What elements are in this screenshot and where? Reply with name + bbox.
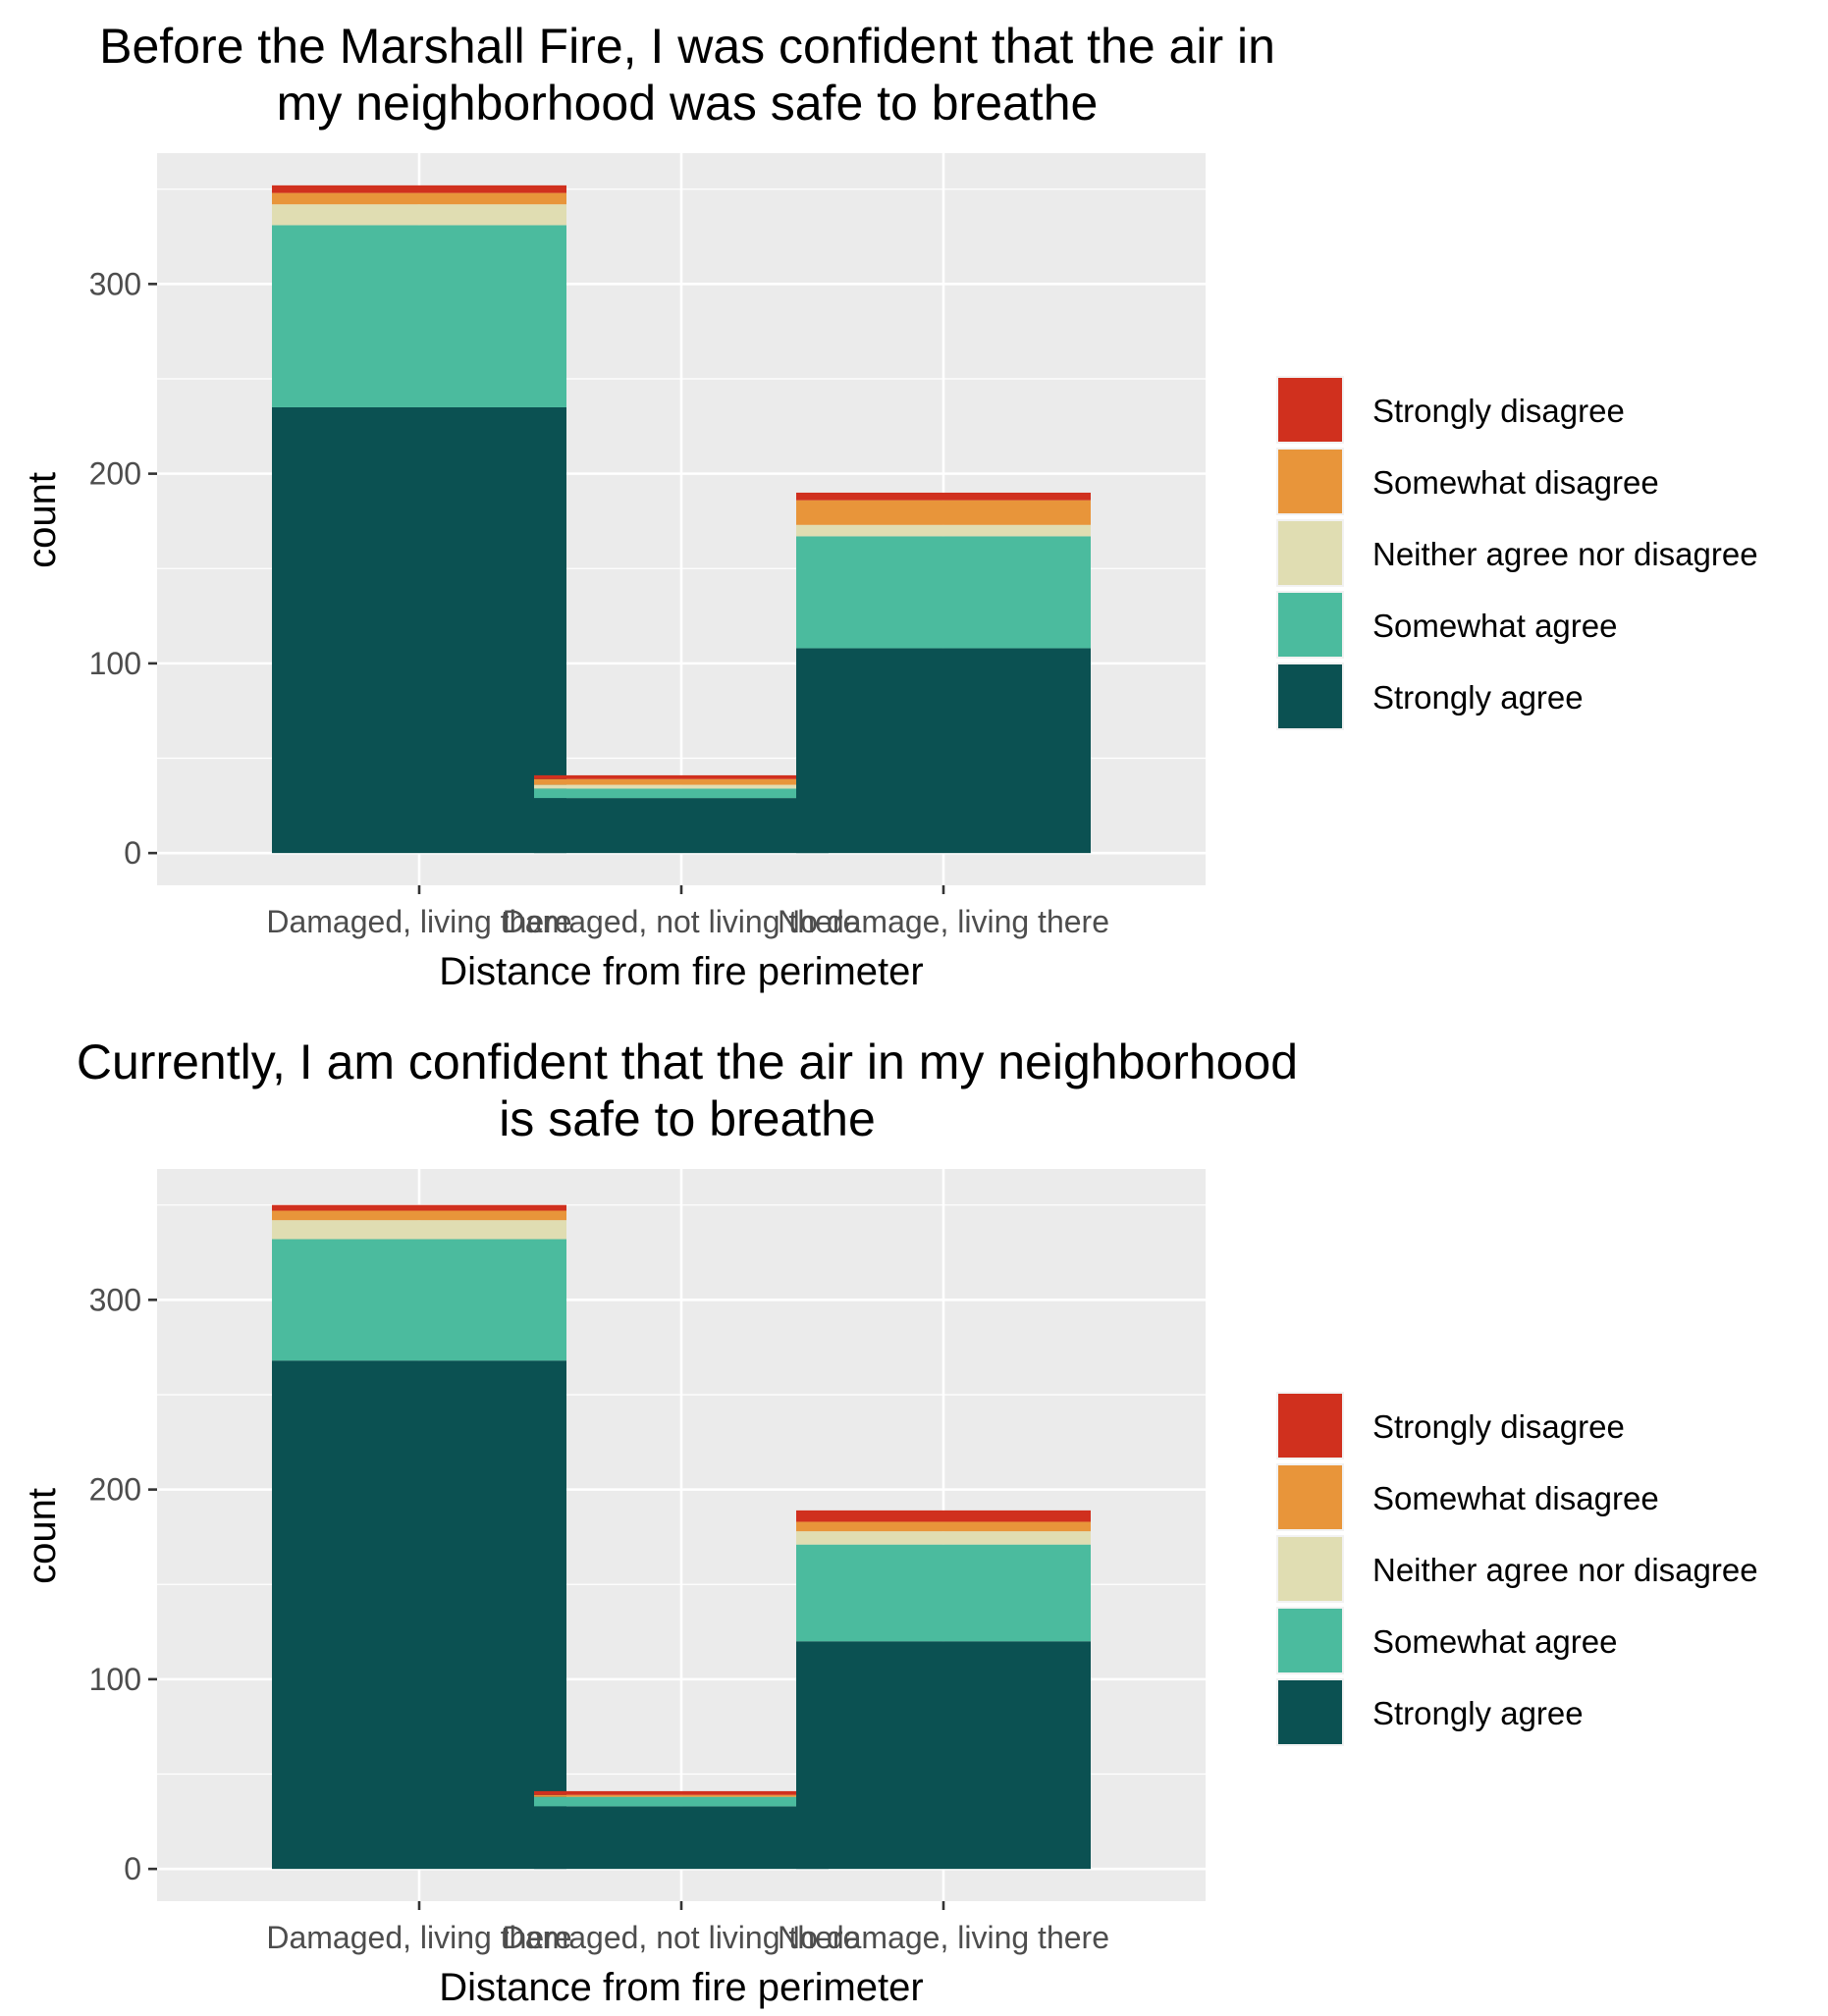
chart-title-line: Before the Marshall Fire, I was confiden… xyxy=(99,19,1275,74)
bar-segment xyxy=(534,1790,829,1795)
chart-title-line: my neighborhood was safe to breathe xyxy=(277,76,1099,131)
legend-label: Strongly disagree xyxy=(1372,393,1625,429)
bar-segment xyxy=(272,406,566,854)
bar-segment xyxy=(534,784,829,789)
legend-label: Somewhat disagree xyxy=(1372,1480,1659,1516)
bar-segment xyxy=(796,536,1091,649)
bar-segment xyxy=(534,1794,829,1797)
bar-segment xyxy=(272,1360,566,1870)
x-tick-label: Damaged, living there xyxy=(266,904,571,939)
y-tick-label: 0 xyxy=(124,1851,141,1886)
y-tick-label: 0 xyxy=(124,835,141,871)
legend-swatch xyxy=(1278,593,1342,657)
y-tick-label: 100 xyxy=(89,1662,141,1697)
bar-segment xyxy=(272,225,566,407)
chart-title: Before the Marshall Fire, I was confiden… xyxy=(99,19,1275,131)
bar-segment xyxy=(796,492,1091,501)
legend-swatch xyxy=(1278,521,1342,585)
bar-segment xyxy=(796,1544,1091,1642)
bar-segment xyxy=(796,524,1091,537)
y-tick-label: 100 xyxy=(89,646,141,681)
bar-segment xyxy=(272,1220,566,1240)
x-axis-title: Distance from fire perimeter xyxy=(439,950,923,993)
legend-swatch xyxy=(1278,1680,1342,1744)
chart-title-line: Currently, I am confident that the air i… xyxy=(77,1035,1298,1089)
x-axis-title: Distance from fire perimeter xyxy=(439,1966,923,2009)
bar-segment xyxy=(272,192,566,205)
x-tick-label: No damage, living there xyxy=(778,1920,1109,1955)
legend: Strongly disagree Somewhat disagree Neithe… xyxy=(1276,376,1758,730)
y-tick-label: 300 xyxy=(89,1282,141,1317)
bar-segment xyxy=(534,1806,829,1870)
x-tick-label: Damaged, living there xyxy=(266,1920,571,1955)
legend-swatch xyxy=(1278,1609,1342,1672)
chart-title: Currently, I am confident that the air i… xyxy=(77,1035,1298,1146)
bar-segment xyxy=(796,1641,1091,1870)
legend-label: Somewhat agree xyxy=(1372,608,1617,644)
legend-label: Strongly agree xyxy=(1372,1695,1584,1731)
legend-label: Strongly agree xyxy=(1372,679,1584,716)
bar-segment xyxy=(534,788,829,799)
bar-segment xyxy=(796,648,1091,854)
y-axis-title: count xyxy=(21,472,64,568)
bar-segment xyxy=(272,1239,566,1361)
bar-segment xyxy=(796,1521,1091,1532)
bar-segment xyxy=(796,500,1091,525)
legend-label: Strongly disagree xyxy=(1372,1408,1625,1445)
bar-segment xyxy=(796,1510,1091,1522)
y-tick-label: 200 xyxy=(89,456,141,492)
chart-panel-1: Before the Marshall Fire, I was confiden… xyxy=(21,19,1758,993)
y-tick-label: 300 xyxy=(89,266,141,301)
x-tick-label: Damaged, not living there xyxy=(503,904,861,939)
legend-label: Neither agree nor disagree xyxy=(1372,536,1758,572)
y-tick-label: 200 xyxy=(89,1472,141,1508)
legend-label: Somewhat agree xyxy=(1372,1623,1617,1660)
bar-segment xyxy=(796,1531,1091,1545)
bar-segment xyxy=(534,774,829,779)
y-axis-title: count xyxy=(21,1488,64,1584)
x-tick-label: Damaged, not living there xyxy=(503,1920,861,1955)
bar-segment xyxy=(272,185,566,193)
legend-swatch xyxy=(1278,1537,1342,1601)
legend-label: Somewhat disagree xyxy=(1372,464,1659,501)
legend-swatch xyxy=(1278,450,1342,513)
chart-panel-2: Currently, I am confident that the air i… xyxy=(21,1035,1758,2009)
chart-title-line: is safe to breathe xyxy=(499,1091,876,1146)
legend-label: Neither agree nor disagree xyxy=(1372,1552,1758,1588)
bar-segment xyxy=(272,1210,566,1221)
legend: Strongly disagree Somewhat disagree Neithe… xyxy=(1276,1392,1758,1746)
x-tick-label: No damage, living there xyxy=(778,904,1109,939)
legend-swatch xyxy=(1278,664,1342,728)
bar-segment xyxy=(534,1796,829,1807)
bar-segment xyxy=(272,1204,566,1211)
bar-segment xyxy=(534,798,829,854)
legend-swatch xyxy=(1278,378,1342,442)
legend-swatch xyxy=(1278,1394,1342,1458)
bar-segment xyxy=(272,204,566,226)
bar-segment xyxy=(534,778,829,785)
legend-swatch xyxy=(1278,1465,1342,1529)
